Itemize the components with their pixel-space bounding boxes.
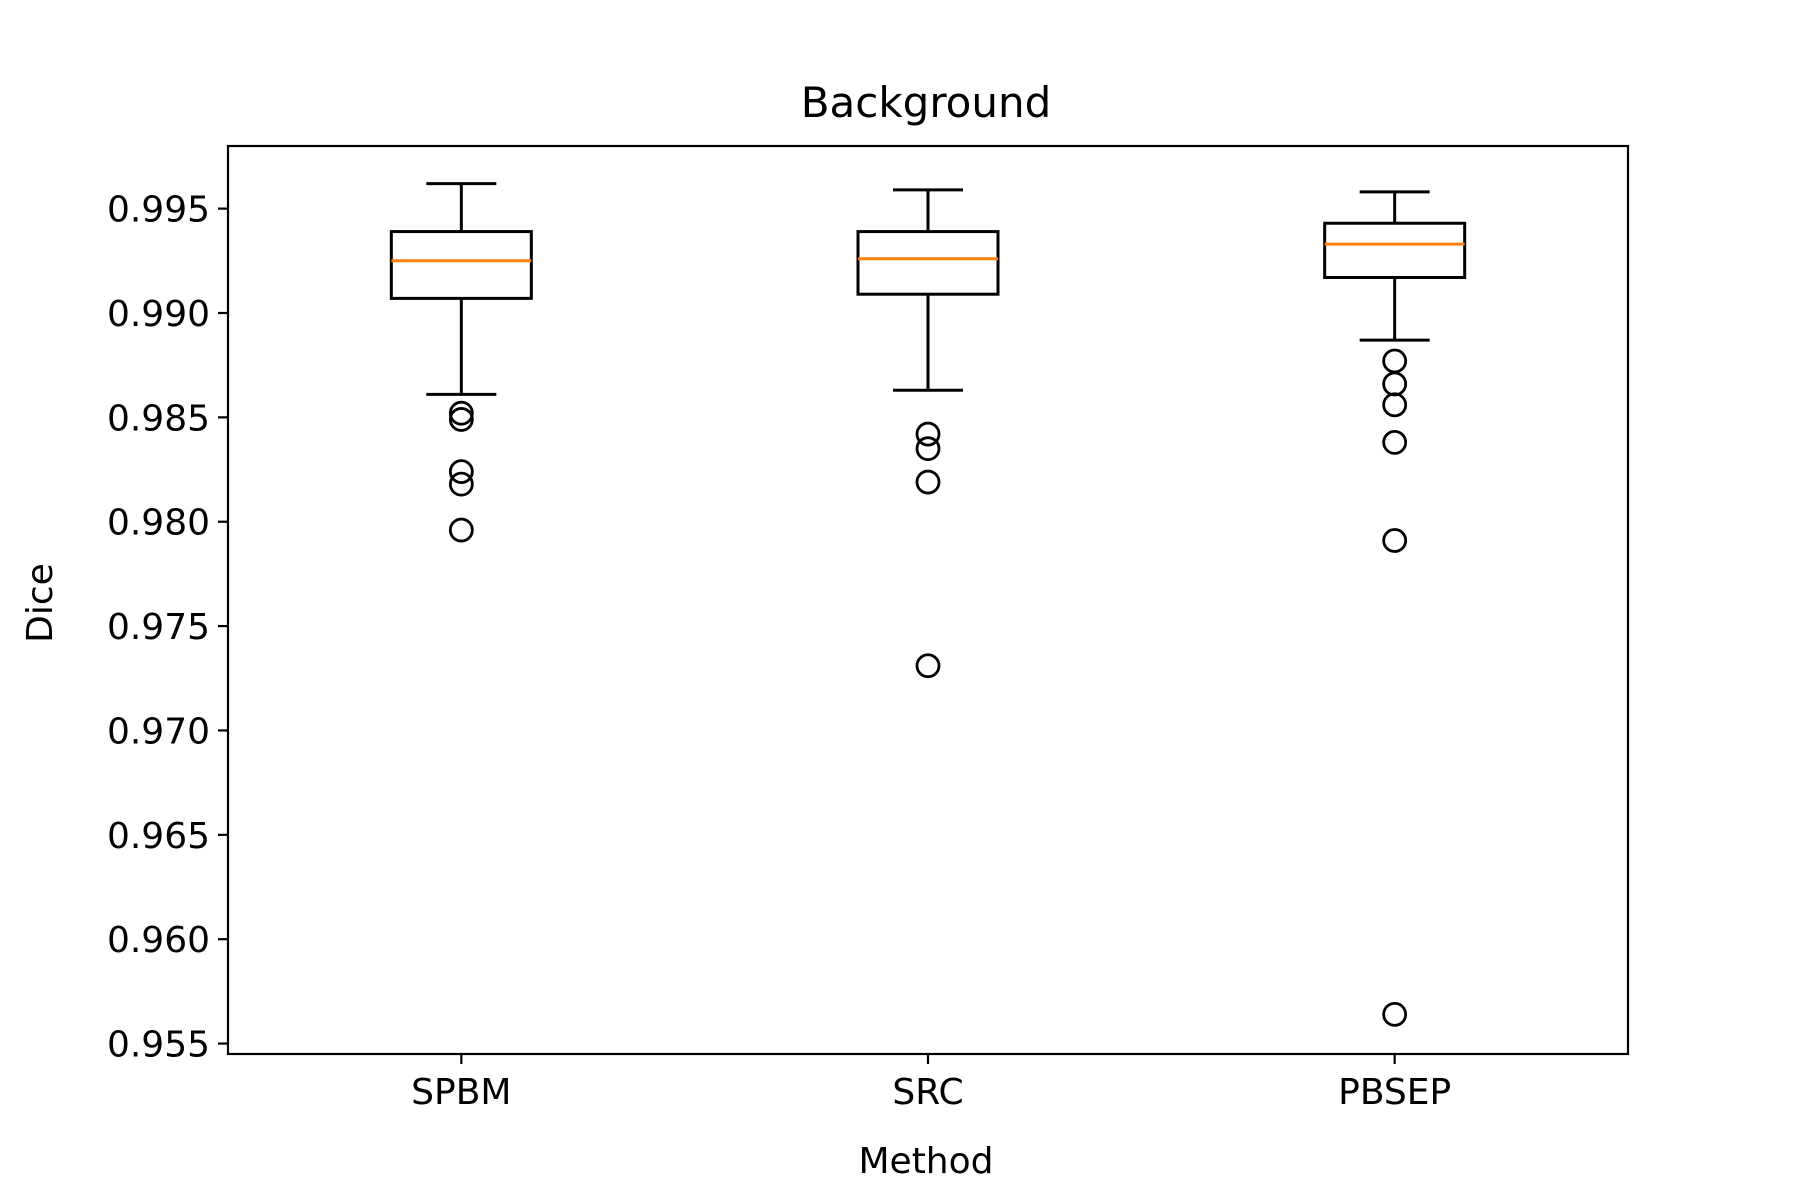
x-tick-label: SRC <box>892 1072 963 1113</box>
outlier-point <box>448 517 474 543</box>
outlier-point <box>448 459 474 485</box>
outlier-point <box>915 653 941 679</box>
outlier-point <box>1382 430 1408 455</box>
y-tick-label: 0.965 <box>107 816 210 857</box>
iqr-box <box>389 230 533 300</box>
y-tick-label: 0.985 <box>107 398 210 439</box>
x-axis: SPBM SRC PBSEP <box>411 1054 1451 1113</box>
box-group <box>1323 190 1467 1027</box>
x-tick-label: PBSEP <box>1338 1072 1451 1113</box>
outlier-point <box>448 400 474 426</box>
plot-area <box>389 182 1467 1027</box>
outlier-point <box>915 469 941 495</box>
y-axis-label: Dice <box>20 563 61 643</box>
y-tick-label: 0.960 <box>107 920 210 961</box>
y-axis: 0.955 0.960 0.965 0.970 0.975 0.980 0.985 0.990… <box>107 190 228 1066</box>
x-axis-label: Method <box>858 1141 993 1182</box>
iqr-box <box>856 230 1000 296</box>
outlier-point <box>448 407 474 432</box>
y-tick-label: 0.975 <box>107 607 210 648</box>
box-group <box>389 182 533 543</box>
x-tick-label: SPBM <box>411 1072 511 1113</box>
y-tick-label: 0.980 <box>107 503 210 544</box>
outlier-point <box>915 436 941 462</box>
outlier-point <box>1382 528 1408 553</box>
chart-title: Background <box>801 78 1052 127</box>
outlier-point <box>448 471 474 497</box>
box-group <box>856 188 1000 679</box>
y-tick-label: 0.970 <box>107 711 210 752</box>
iqr-box <box>1323 221 1467 280</box>
y-tick-label: 0.955 <box>107 1025 210 1066</box>
y-tick-label: 0.995 <box>107 190 210 231</box>
outlier-point <box>1382 1001 1408 1027</box>
y-tick-label: 0.990 <box>107 294 210 335</box>
outlier-point <box>1382 392 1408 418</box>
outlier-point <box>915 421 941 447</box>
